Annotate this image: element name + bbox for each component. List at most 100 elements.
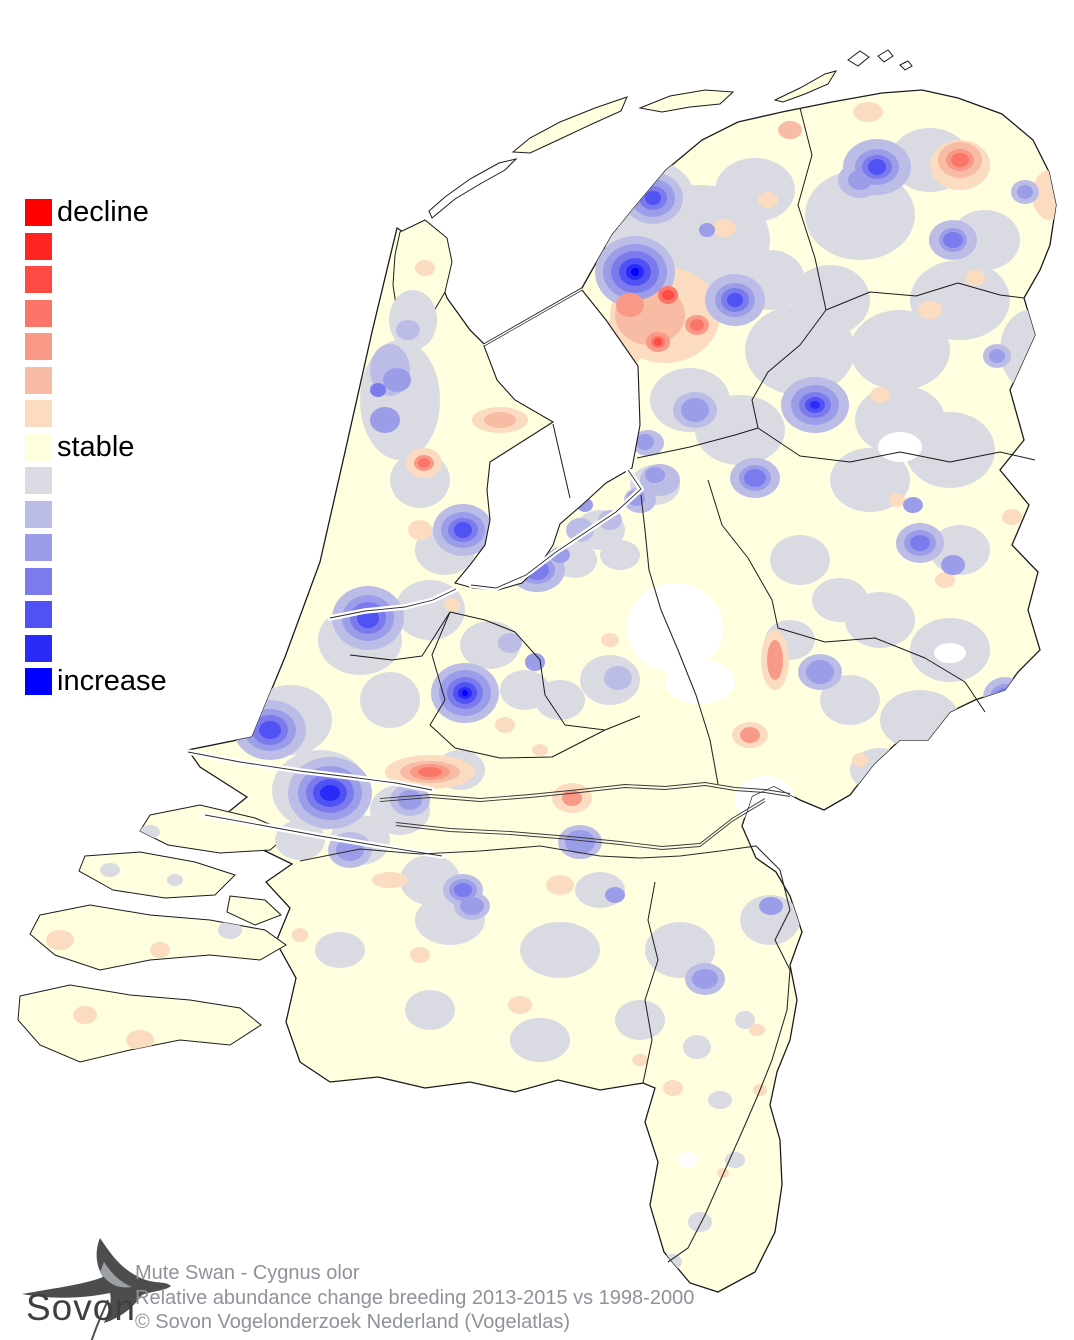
abundance-blob	[140, 825, 160, 839]
province-border	[757, 427, 1036, 463]
abundance-blob	[167, 874, 183, 886]
abundance-blob	[444, 598, 460, 612]
abundance-blob	[34, 899, 50, 911]
abundance-blob	[383, 368, 411, 392]
abundance-blob	[190, 1052, 210, 1068]
province-border	[349, 611, 451, 661]
abundance-blob	[735, 1011, 755, 1029]
abundance-blob	[460, 897, 484, 915]
no-data-patch	[678, 1152, 698, 1168]
abundance-blob	[903, 497, 923, 513]
abundance-blob	[727, 293, 743, 307]
abundance-blob	[601, 633, 619, 647]
abundance-blob	[663, 1080, 683, 1096]
abundance-blob	[532, 744, 548, 756]
caption-subtitle: Relative abundance change breeding 2013-…	[135, 1286, 695, 1309]
legend-swatch	[25, 299, 52, 327]
abundance-blob	[749, 1024, 765, 1036]
province-borders	[349, 107, 1036, 1084]
abundance-blob	[370, 407, 400, 433]
abundance-blob	[100, 863, 120, 877]
legend-swatch	[25, 232, 52, 260]
abundance-blob	[941, 555, 965, 575]
legend-swatch	[25, 266, 52, 293]
channel-line	[470, 469, 642, 589]
abundance-blob	[408, 520, 432, 540]
abundance-blob	[740, 895, 800, 945]
abundance-blob	[247, 983, 263, 997]
abundance-blob	[712, 219, 736, 237]
abundance-blob	[1017, 185, 1033, 199]
abundance-blob	[604, 666, 632, 690]
abundance-blob	[681, 398, 709, 422]
abundance-blob	[758, 192, 778, 208]
abundance-blob	[415, 260, 435, 276]
abundance-blob	[615, 1000, 665, 1040]
caption-species: Mute Swan - Cygnus olor	[135, 1262, 360, 1284]
abundance-blob	[645, 922, 715, 978]
abundance-blob	[520, 922, 600, 978]
legend-swatch	[25, 467, 52, 494]
legend-label-increase: increase	[57, 665, 167, 697]
abundance-blob	[535, 680, 585, 720]
abundance-blob	[918, 301, 942, 319]
island	[638, 89, 735, 113]
abundance-blob	[315, 932, 365, 968]
abundance-blob	[853, 102, 883, 122]
abundance-blob	[405, 990, 455, 1030]
abundance-blob	[636, 434, 654, 450]
abundance-blob	[868, 159, 886, 175]
legend-swatch	[25, 601, 52, 628]
caption-copyright: © Sovon Vogelonderzoek Nederland (Vogela…	[135, 1311, 571, 1333]
abundance-blob	[508, 996, 532, 1014]
abundance-blob	[627, 490, 645, 506]
ijsselmeer-lake	[454, 289, 641, 591]
abundance-blob	[372, 872, 408, 888]
abundance-blob	[418, 767, 442, 777]
abundance-blob	[995, 688, 1015, 706]
legend-swatch	[25, 534, 52, 561]
abundance-blob	[810, 401, 820, 409]
islet-outline	[877, 49, 894, 63]
abundance-blob	[565, 830, 595, 854]
abundance-blob	[790, 265, 870, 335]
legend-label-decline: decline	[57, 196, 149, 228]
abundance-blob	[605, 887, 625, 903]
abundance-blob	[484, 412, 516, 428]
abundance-blob	[462, 690, 468, 696]
sovon-logo-bird-icon	[22, 1238, 171, 1340]
abundance-blob	[616, 293, 644, 317]
abundance-blob	[873, 761, 913, 793]
abundance-blob	[126, 1030, 154, 1050]
islet-outline	[899, 60, 913, 71]
province-border	[429, 611, 606, 759]
abundance-blob	[662, 290, 674, 300]
island	[773, 70, 838, 103]
no-data-patch	[627, 583, 723, 673]
legend-swatch	[25, 400, 52, 427]
abundance-blob	[460, 621, 520, 669]
province-border	[449, 611, 641, 731]
abundance-blob	[398, 790, 422, 810]
legend-swatch	[25, 366, 52, 394]
abundance-blob	[654, 338, 662, 346]
abundance-blob	[46, 930, 74, 950]
province-border	[825, 282, 1025, 311]
legend-label-stable: stable	[57, 430, 135, 463]
legend-swatch	[25, 668, 52, 695]
island	[29, 904, 287, 971]
abundance-blob	[806, 660, 834, 684]
abundance-blob	[943, 232, 963, 248]
province-border	[751, 309, 827, 429]
abundance-blob	[891, 845, 915, 863]
abundance-blob	[910, 535, 930, 551]
caption-block: Mute Swan - Cygnus olor Relative abundan…	[135, 1261, 694, 1335]
abundance-blob	[632, 1054, 648, 1066]
abundance-blob	[1032, 170, 1056, 220]
abundance-blob	[495, 717, 515, 733]
abundance-blob	[498, 633, 522, 653]
abundance-blob	[396, 320, 420, 340]
abundance-blob	[688, 1212, 712, 1232]
